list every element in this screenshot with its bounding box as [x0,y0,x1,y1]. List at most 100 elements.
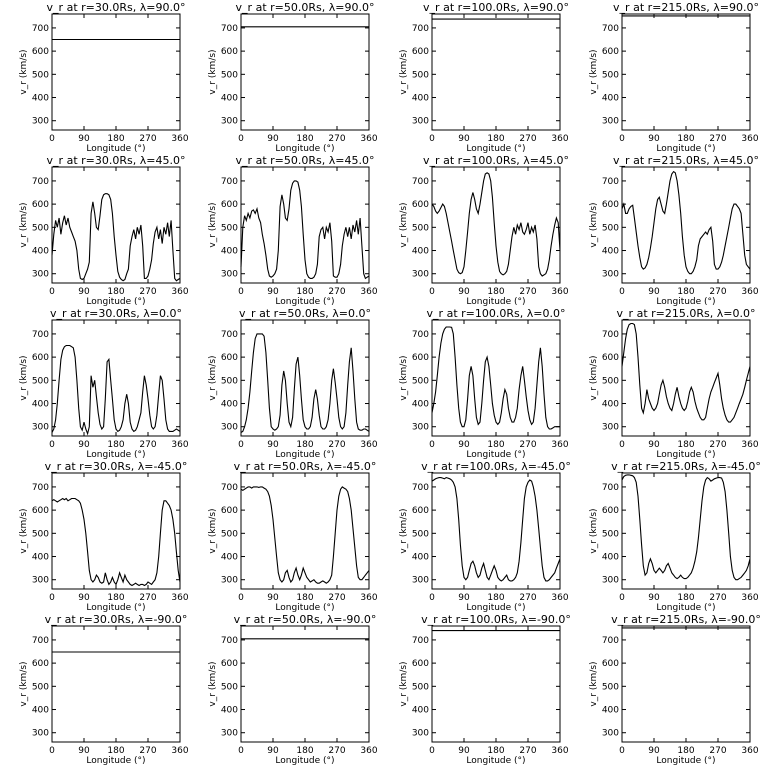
x-tick-label: 0 [619,593,625,603]
x-tick-label: 90 [648,440,660,450]
x-tick-label: 0 [49,287,55,297]
chart-title: v_r at r=215.0Rs, λ=-45.0° [611,460,761,473]
y-tick-label: 400 [412,94,429,104]
y-tick-label: 700 [412,24,429,34]
plot-frame [51,625,181,743]
plot-frame [240,319,370,437]
chart-panel-17: v_r at r=30.0Rs, λ=-90.0° 0 90 180 270 360 300… [19,613,189,766]
x-tick-label: 180 [487,440,504,450]
y-axis-label: v_r (km/s) [19,49,29,94]
x-tick-label: 90 [267,746,279,756]
y-tick-label: 400 [412,553,429,563]
y-tick-label: 700 [602,636,619,646]
y-tick-label: 300 [412,576,429,586]
x-tick-label: 360 [360,134,377,144]
y-tick-label: 300 [32,423,49,433]
y-tick-label: 500 [412,376,429,386]
chart-title: v_r at r=215.0Rs, λ=-90.0° [611,613,761,626]
y-tick-label: 300 [32,576,49,586]
y-tick-label: 600 [32,200,49,210]
x-tick-label: 360 [551,287,568,297]
y-tick-label: 300 [221,576,238,586]
x-tick-label: 360 [360,440,377,450]
y-tick-label: 300 [412,423,429,433]
x-tick-label: 270 [139,746,156,756]
y-axis-label: v_r (km/s) [399,49,409,94]
x-tick-label: 90 [458,440,470,450]
series-line [621,474,751,581]
chart-panel-14: v_r at r=50.0Rs, λ=-45.0° 0 90 180 270 360 300… [208,460,378,613]
y-tick-label: 400 [32,706,49,716]
plot-frame [431,13,561,131]
chart-panel-8: v_r at r=215.0Rs, λ=45.0° 0 90 180 270 360 300… [589,154,759,307]
y-tick-label: 300 [221,117,238,127]
x-tick-label: 90 [78,440,90,450]
y-tick-label: 600 [412,353,429,363]
x-tick-label: 270 [519,746,536,756]
x-tick-label: 90 [458,746,470,756]
y-tick-label: 300 [32,117,49,127]
y-axis-label: v_r (km/s) [399,508,409,553]
y-tick-label: 400 [412,706,429,716]
y-tick-label: 500 [412,223,429,233]
x-tick-label: 90 [78,593,90,603]
y-tick-label: 600 [221,659,238,669]
y-tick-label: 600 [602,506,619,516]
chart-title: v_r at r=215.0Rs, λ=45.0° [613,154,759,167]
y-tick-label: 300 [412,729,429,739]
y-tick-label: 400 [602,706,619,716]
x-tick-label: 270 [139,593,156,603]
chart-panel-15: v_r at r=100.0Rs, λ=-45.0° 0 90 180 270 360 30… [399,460,571,613]
chart-title: v_r at r=30.0Rs, λ=-45.0° [45,460,188,473]
x-tick-label: 270 [139,134,156,144]
series-line [431,172,561,277]
chart-panel-7: v_r at r=100.0Rs, λ=45.0° 0 90 180 270 360 300… [399,154,569,307]
x-axis-label: Longitude (°) [275,297,334,307]
chart-panel-6: v_r at r=50.0Rs, λ=45.0° 0 90 180 270 360 300 4… [208,154,378,307]
x-tick-label: 180 [487,134,504,144]
plot-frame [51,13,181,131]
y-tick-label: 600 [412,506,429,516]
y-tick-label: 600 [221,200,238,210]
x-tick-label: 360 [551,746,568,756]
y-axis-label: v_r (km/s) [208,355,218,400]
y-tick-label: 400 [412,400,429,410]
plot-frame [621,472,751,590]
y-tick-label: 600 [221,353,238,363]
x-tick-label: 270 [328,440,345,450]
y-tick-label: 700 [412,483,429,493]
x-tick-label: 90 [78,746,90,756]
y-tick-label: 400 [602,94,619,104]
y-tick-label: 400 [221,400,238,410]
y-axis-label: v_r (km/s) [19,202,29,247]
chart-title: v_r at r=215.0Rs, λ=90.0° [613,1,759,14]
y-tick-label: 500 [221,70,238,80]
chart-panel-12: v_r at r=215.0Rs, λ=0.0° 0 90 180 270 360 300 4… [589,307,759,460]
y-tick-label: 600 [602,353,619,363]
x-tick-label: 90 [267,287,279,297]
series-line [240,180,370,280]
x-axis-label: Longitude (°) [275,756,334,766]
y-tick-label: 700 [32,483,49,493]
x-tick-label: 270 [139,440,156,450]
y-tick-label: 500 [602,682,619,692]
y-axis-label: v_r (km/s) [589,661,599,706]
y-tick-label: 500 [32,529,49,539]
y-tick-label: 700 [221,24,238,34]
y-tick-label: 700 [221,636,238,646]
x-tick-label: 270 [519,440,536,450]
chart-title: v_r at r=100.0Rs, λ=45.0° [423,154,569,167]
x-tick-label: 180 [677,287,694,297]
y-tick-label: 400 [602,247,619,257]
y-tick-label: 400 [221,553,238,563]
x-tick-label: 180 [487,287,504,297]
y-tick-label: 500 [32,70,49,80]
y-tick-label: 700 [32,330,49,340]
y-tick-label: 300 [221,270,238,280]
x-tick-label: 90 [648,593,660,603]
plot-frame [51,166,181,284]
x-tick-label: 0 [238,593,244,603]
x-tick-label: 180 [107,746,124,756]
x-tick-label: 360 [551,134,568,144]
